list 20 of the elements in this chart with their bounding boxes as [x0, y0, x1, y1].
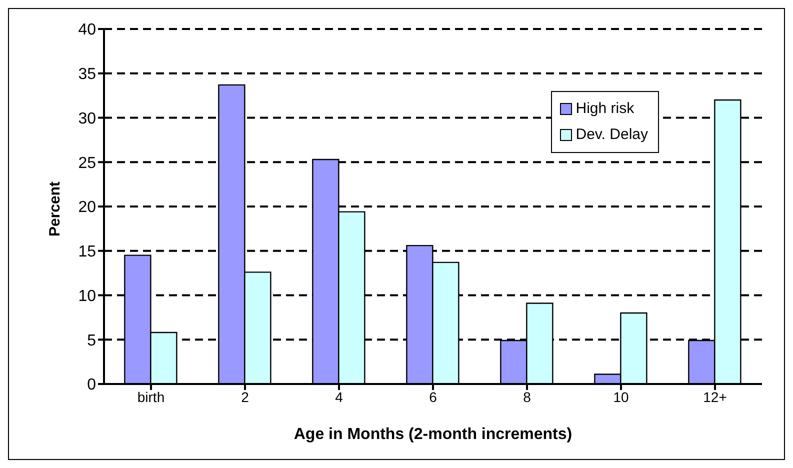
x-tick-label: 2 [241, 388, 250, 405]
legend-label: High risk [576, 99, 634, 119]
x-tick-label: 12+ [703, 388, 727, 405]
y-tick-label: 5 [87, 332, 96, 350]
x-tick-label: birth [137, 388, 165, 405]
y-tick-label: 15 [78, 244, 96, 261]
y-tick-label: 20 [78, 199, 96, 216]
x-tick-label: 6 [429, 388, 438, 405]
x-axis-title: Age in Months (2-month increments) [294, 426, 572, 443]
y-tick-label: 0 [87, 376, 96, 394]
y-tick-label: 10 [78, 288, 96, 305]
y-tick-label: 30 [78, 110, 96, 128]
legend-label: Dev. Delay [576, 125, 648, 145]
y-tick-label: 35 [78, 66, 96, 84]
y-tick-label: 25 [78, 154, 96, 172]
x-tick-label: 10 [613, 388, 629, 405]
x-tick-label: 8 [523, 388, 532, 405]
y-tick-label: 40 [78, 22, 96, 39]
y-axis-title: Percent [46, 181, 64, 236]
x-tick-label: 4 [335, 388, 344, 405]
